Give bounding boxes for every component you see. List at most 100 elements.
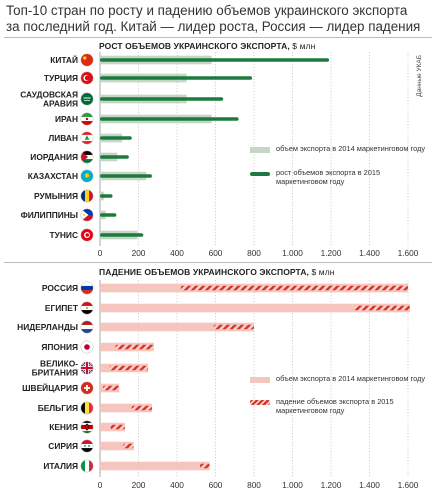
x-tick-label: 400 [170, 480, 184, 490]
netherlands-flag-icon [80, 320, 94, 334]
decline-chart-unit: $ млн [311, 267, 335, 277]
x-tick-label: 200 [132, 480, 146, 490]
lebanon-flag-icon [80, 131, 94, 145]
x-tick-label: 0 [98, 248, 103, 258]
category-label: ТУНИС [50, 230, 78, 240]
x-tick-label: 1.400 [359, 248, 380, 258]
x-tick-label: 0 [98, 480, 103, 490]
bar-2014 [100, 441, 134, 451]
bar-2015-decline [200, 463, 210, 469]
headline-line-2: за последний год. Китай — лидер роста, Р… [6, 19, 421, 34]
category-label: ЛИВАН [48, 133, 78, 143]
x-tick-label: 600 [209, 248, 223, 258]
bar-2015-growth [100, 213, 117, 217]
category-label: БЕЛЬГИЯ [38, 403, 78, 413]
bar-2015-decline [109, 365, 149, 371]
belgium-flag-icon [80, 401, 94, 415]
bar-2015-decline [115, 344, 154, 350]
growth-chart: 0 200 400 600 800 1.000 1.200 1.400 1.600 КИТАЙ ТУ… [20, 52, 419, 258]
bar-2015-growth [100, 58, 330, 62]
category-label: ФИЛИППИНЫ [21, 210, 78, 220]
bar-2015-decline [110, 424, 126, 430]
legend-swatch-hatched-red [250, 400, 270, 405]
syria-flag-icon [80, 439, 94, 453]
category-label: КЕНИЯ [49, 422, 78, 432]
growth-legend-label-2014: объем экспорта в 2014 маркетинговом году [276, 144, 426, 153]
category-label: СИРИЯ [48, 441, 78, 451]
headline-line-1: Топ-10 стран по росту и падению объемов … [6, 3, 408, 18]
legend-swatch-light-pink [250, 377, 270, 383]
japan-flag-icon [80, 340, 94, 354]
x-tick-label: 1.200 [321, 480, 342, 490]
category-label: ВЕЛИКО-БРИТАНИЯ [32, 359, 79, 378]
growth-chart-title: РОСТ ОБЪЕМОВ УКРАИНСКОГО ЭКСПОРТА, $ млн [99, 41, 315, 51]
top-divider [4, 37, 432, 38]
romania-flag-icon [80, 189, 94, 203]
bar-2015-growth [100, 174, 152, 178]
egypt-flag-icon [80, 301, 94, 315]
decline-chart-title-text: ПАДЕНИЕ ОБЪЕМОВ УКРАИНСКОГО ЭКСПОРТА, [99, 267, 310, 277]
category-label: КАЗАХСТАН [28, 171, 78, 181]
x-tick-label: 1.000 [282, 248, 303, 258]
kenya-flag-icon [80, 420, 94, 434]
bar-2015-decline [131, 405, 152, 411]
decline-legend-label-2015: падение объемов экспорта в 2015 маркетин… [276, 397, 394, 415]
decline-chart-title: ПАДЕНИЕ ОБЪЕМОВ УКРАИНСКОГО ЭКСПОРТА, $ … [99, 267, 335, 277]
category-label: ИОРДАНИЯ [30, 152, 78, 162]
saudi-arabia-flag-icon [80, 92, 94, 106]
china-flag-icon [80, 53, 94, 67]
italy-flag-icon [80, 459, 94, 473]
x-tick-label: 1.400 [359, 480, 380, 490]
category-label: ИТАЛИЯ [43, 461, 78, 471]
category-label: ЯПОНИЯ [41, 342, 78, 352]
x-tick-label: 1.600 [398, 480, 419, 490]
middle-divider [4, 262, 432, 263]
x-tick-label: 800 [247, 480, 261, 490]
bar-2015-decline [354, 305, 410, 311]
bar-2014 [100, 303, 410, 313]
bar-2015-growth [100, 194, 113, 198]
x-tick-label: 200 [132, 248, 146, 258]
x-tick-label: 400 [170, 248, 184, 258]
great-britain-flag-icon [80, 361, 94, 375]
category-label: НИДЕРЛАНДЫ [17, 322, 78, 332]
bar-2015-growth [100, 155, 129, 159]
bar-2015-growth [100, 117, 239, 121]
category-label: САУДОВСКАЯ АРАВИЯ [20, 90, 78, 109]
category-label: РУМЫНИЯ [34, 191, 78, 201]
category-label: ШВЕЙЦАРИЯ [22, 382, 78, 393]
x-tick-label: 600 [209, 480, 223, 490]
x-tick-label: 800 [247, 248, 261, 258]
russia-flag-icon [80, 281, 94, 295]
x-tick-label: 1.200 [321, 248, 342, 258]
legend-swatch-light-green [250, 147, 270, 153]
decline-chart: 0 200 400 600 800 1.000 1.200 1.400 1.600 РОССИЯ Е… [17, 280, 419, 490]
bar-2015-decline [213, 324, 254, 330]
category-label: КИТАЙ [50, 54, 78, 65]
growth-chart-title-text: РОСТ ОБЪЕМОВ УКРАИНСКОГО ЭКСПОРТА, [99, 41, 290, 51]
jordan-flag-icon [80, 150, 94, 164]
switzerland-flag-icon [80, 381, 94, 395]
bar-2014 [100, 322, 254, 332]
bar-2015-decline [123, 443, 134, 449]
category-label: ТУРЦИЯ [44, 73, 78, 83]
tunisia-flag-icon [80, 228, 94, 242]
bar-2014 [100, 403, 152, 413]
bar-2015-growth [100, 233, 144, 237]
bar-2015-decline [180, 285, 408, 291]
bar-2015-growth [100, 136, 132, 140]
category-label: РОССИЯ [42, 283, 78, 293]
x-tick-label: 1.000 [282, 480, 303, 490]
category-label: ИРАН [55, 114, 78, 124]
category-label: ЕГИПЕТ [45, 303, 79, 313]
growth-chart-unit: $ млн [292, 41, 316, 51]
headline: Топ-10 стран по росту и падению объемов … [6, 3, 430, 35]
iran-flag-icon [80, 112, 94, 126]
legend-swatch-dark-green [250, 172, 270, 176]
bar-2015-decline [102, 385, 120, 391]
bar-2015-growth [100, 97, 224, 101]
bar-2015-growth [100, 76, 253, 80]
bar-2014 [100, 461, 210, 471]
decline-legend-label-2014: объем экспорта в 2014 маркетинговом году [276, 374, 426, 383]
